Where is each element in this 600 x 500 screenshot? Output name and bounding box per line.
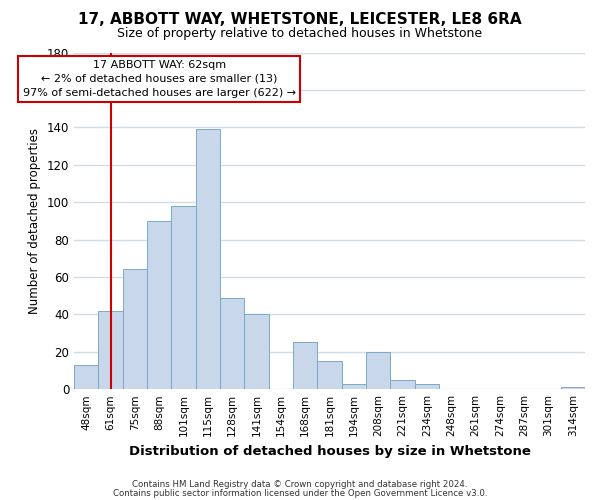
Bar — [74, 365, 98, 389]
Y-axis label: Number of detached properties: Number of detached properties — [28, 128, 41, 314]
Bar — [220, 298, 244, 389]
Text: Contains public sector information licensed under the Open Government Licence v3: Contains public sector information licen… — [113, 488, 487, 498]
Text: Size of property relative to detached houses in Whetstone: Size of property relative to detached ho… — [118, 28, 482, 40]
Bar — [293, 342, 317, 389]
Bar — [366, 352, 391, 389]
Text: 17, ABBOTT WAY, WHETSTONE, LEICESTER, LE8 6RA: 17, ABBOTT WAY, WHETSTONE, LEICESTER, LE… — [78, 12, 522, 28]
Bar — [98, 310, 123, 389]
Bar — [560, 388, 585, 389]
X-axis label: Distribution of detached houses by size in Whetstone: Distribution of detached houses by size … — [128, 444, 530, 458]
Bar — [172, 206, 196, 389]
Bar — [147, 221, 172, 389]
Text: Contains HM Land Registry data © Crown copyright and database right 2024.: Contains HM Land Registry data © Crown c… — [132, 480, 468, 489]
Bar — [244, 314, 269, 389]
Bar — [123, 270, 147, 389]
Text: 17 ABBOTT WAY: 62sqm
← 2% of detached houses are smaller (13)
97% of semi-detach: 17 ABBOTT WAY: 62sqm ← 2% of detached ho… — [23, 60, 296, 98]
Bar — [196, 129, 220, 389]
Bar — [415, 384, 439, 389]
Bar — [391, 380, 415, 389]
Bar — [317, 361, 341, 389]
Bar — [341, 384, 366, 389]
